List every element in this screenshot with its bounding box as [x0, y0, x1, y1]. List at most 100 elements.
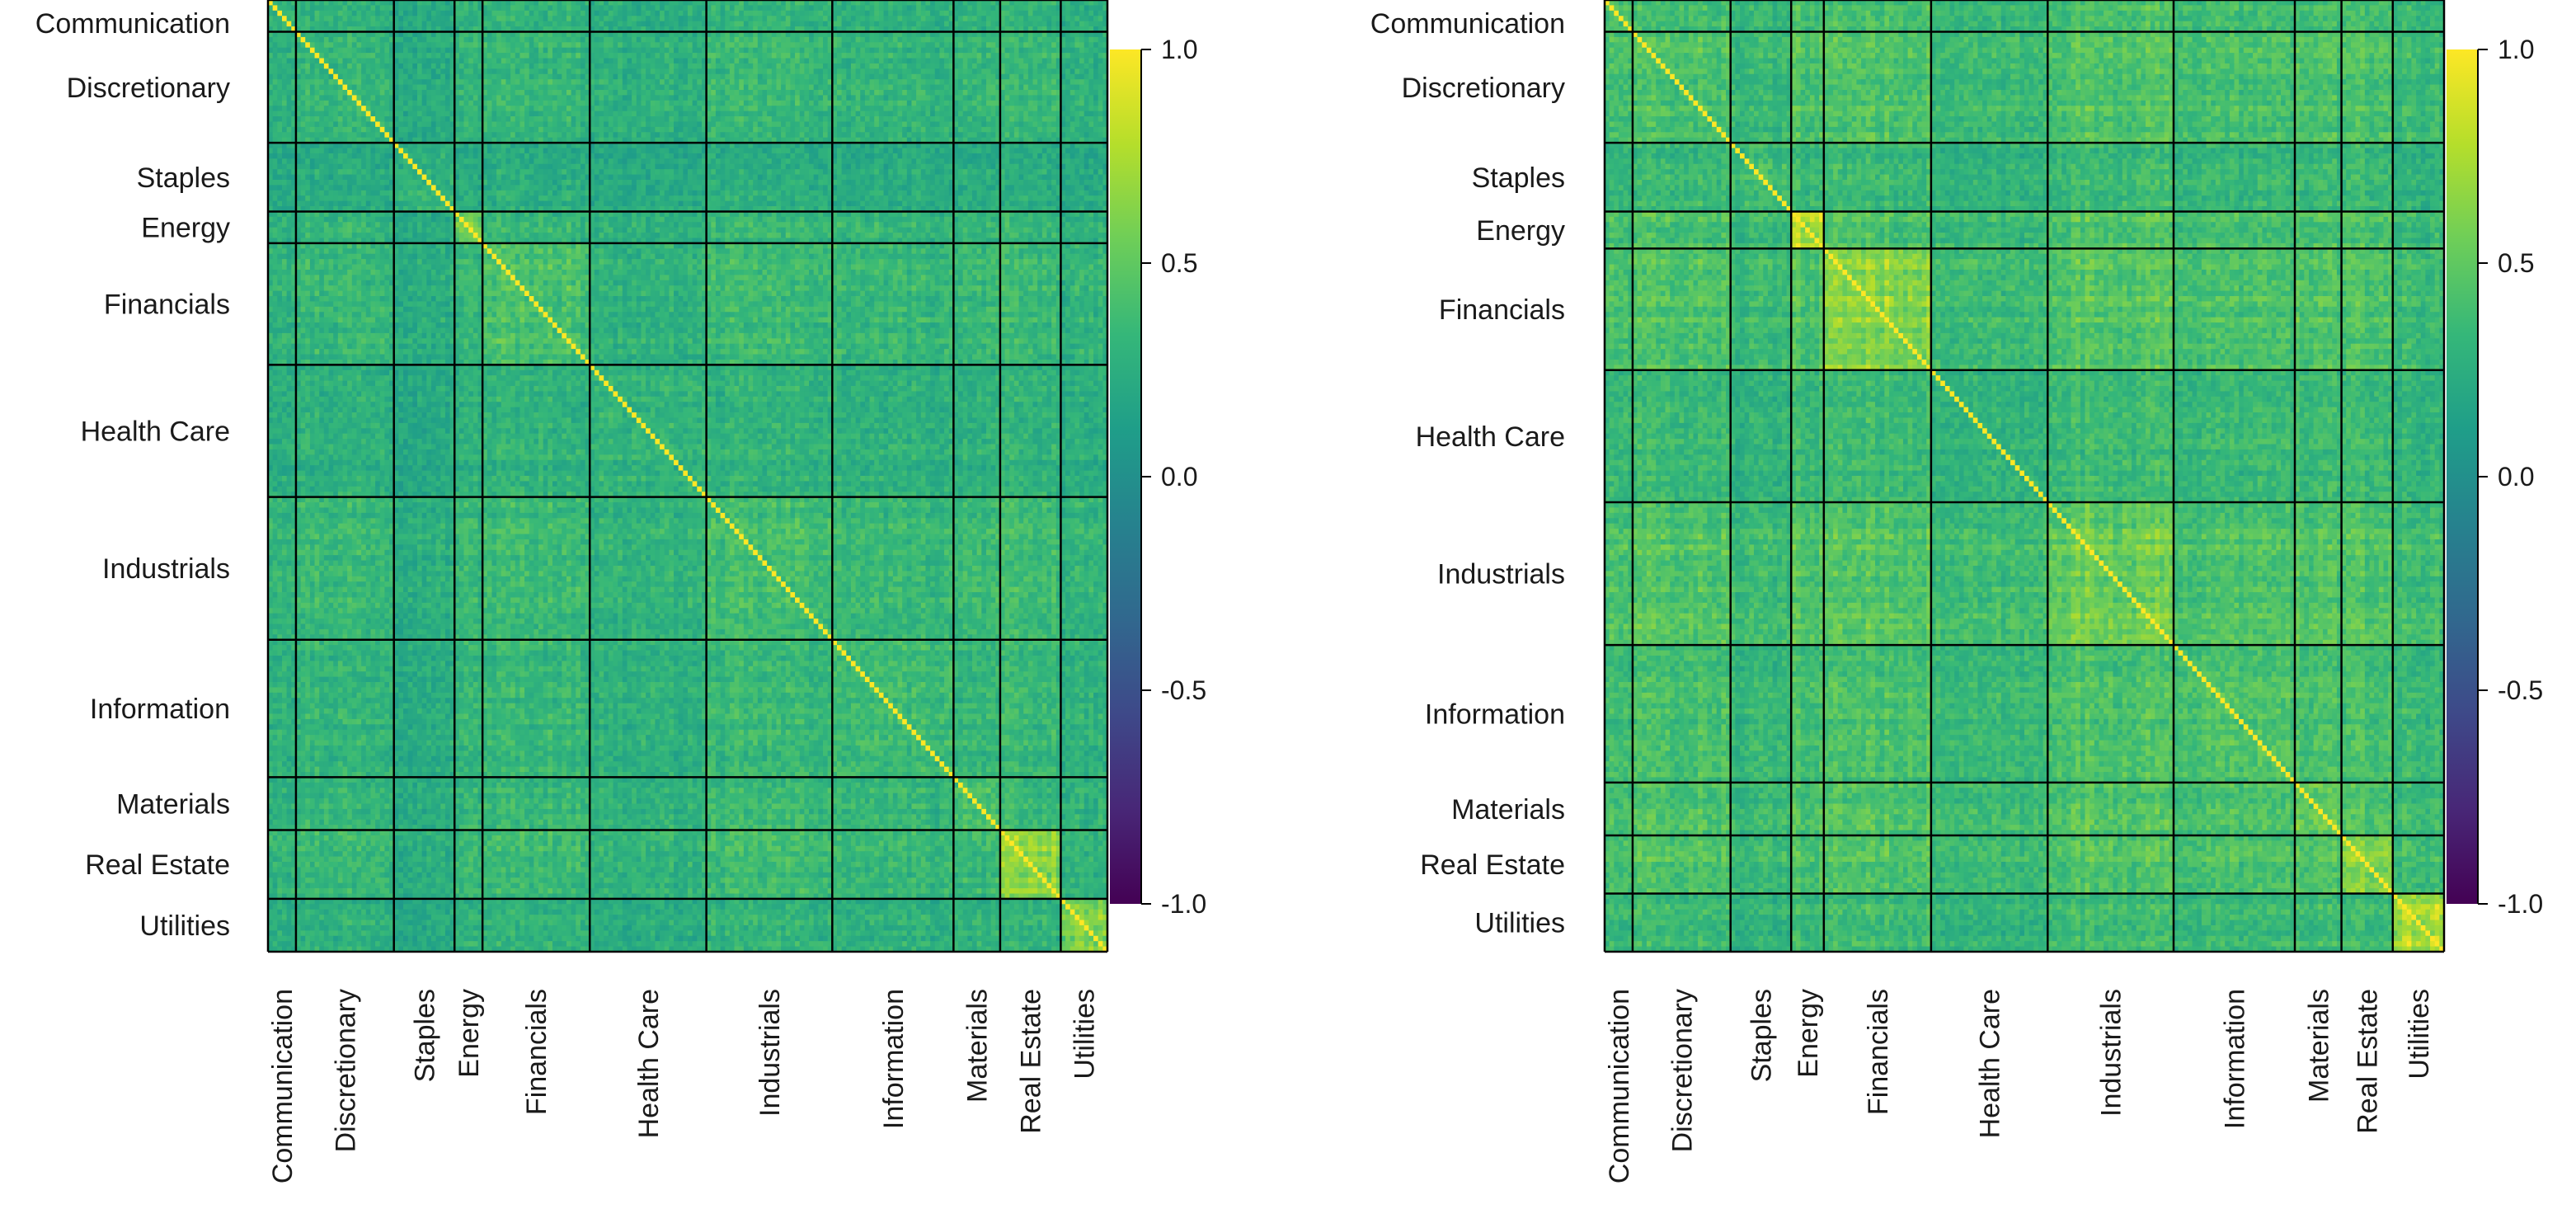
heatmap-cell	[613, 68, 618, 74]
heatmap-cell	[981, 68, 986, 74]
heatmap-cell	[1098, 11, 1103, 16]
heatmap-cell	[688, 68, 693, 74]
heatmap-cell	[1051, 11, 1056, 16]
heatmap-cell	[935, 42, 940, 48]
heatmap-cell	[464, 16, 469, 21]
heatmap-cell	[884, 37, 889, 43]
heatmap-cell	[426, 11, 431, 16]
heatmap-cell	[623, 11, 628, 16]
heatmap-cell	[1009, 5, 1014, 11]
heatmap-cell	[804, 5, 809, 11]
heatmap-cell	[958, 5, 963, 11]
heatmap-cell	[445, 48, 450, 54]
heatmap-cell	[501, 74, 506, 80]
heatmap-cell	[403, 59, 408, 64]
heatmap-cell	[552, 53, 557, 59]
heatmap-cell	[426, 74, 431, 80]
heatmap-cell	[571, 5, 576, 11]
heatmap-cell	[1009, 21, 1014, 27]
heatmap-cell	[417, 64, 422, 69]
heatmap-cell	[305, 21, 310, 27]
heatmap-cell	[781, 48, 786, 54]
heatmap-cell	[1088, 16, 1093, 21]
heatmap-cell	[398, 53, 403, 59]
heatmap-cell	[716, 37, 721, 43]
heatmap-cell	[856, 48, 861, 54]
heatmap-cell	[412, 74, 417, 80]
heatmap-cell	[1037, 68, 1042, 74]
heatmap-cell	[1079, 21, 1084, 27]
heatmap-cell	[505, 48, 510, 54]
heatmap-cell	[935, 11, 940, 16]
heatmap-cell	[422, 59, 427, 64]
heatmap-cell	[939, 53, 944, 59]
heatmap-cell	[1074, 59, 1079, 64]
heatmap-cell	[534, 68, 538, 74]
heatmap-cell	[870, 16, 875, 21]
heatmap-cell	[898, 11, 903, 16]
heatmap-cell	[795, 59, 800, 64]
heatmap-cell	[879, 64, 884, 69]
heatmap-cell	[907, 48, 912, 54]
heatmap-cell	[398, 37, 403, 43]
heatmap-cell	[534, 74, 538, 80]
heatmap-cell	[776, 74, 781, 80]
heatmap-cell	[711, 37, 716, 43]
heatmap-cell	[683, 37, 688, 43]
heatmap-cell	[893, 48, 898, 54]
heatmap-cell	[790, 64, 795, 69]
heatmap-cell	[1046, 37, 1051, 43]
heatmap-cell	[403, 16, 408, 21]
heatmap-cell	[505, 16, 510, 21]
heatmap-cell	[352, 21, 357, 27]
heatmap-cell	[1014, 68, 1019, 74]
heatmap-cell	[277, 5, 282, 11]
heatmap-cell	[370, 42, 375, 48]
heatmap-cell	[679, 11, 684, 16]
heatmap-cell	[744, 74, 749, 80]
heatmap-cell	[408, 16, 413, 21]
heatmap-cell	[641, 53, 646, 59]
heatmap-cell	[403, 21, 408, 27]
heatmap-cell	[524, 64, 529, 69]
heatmap-cell	[524, 21, 529, 27]
heatmap-cell	[758, 5, 763, 11]
heatmap-cell	[860, 11, 865, 16]
heatmap-cell	[403, 53, 408, 59]
heatmap-cell	[669, 74, 674, 80]
heatmap-cell	[1014, 37, 1019, 43]
heatmap-cell	[468, 74, 473, 80]
heatmap-cell	[380, 74, 385, 80]
heatmap-cell	[552, 16, 557, 21]
heatmap-cell	[562, 5, 566, 11]
heatmap-cell	[529, 48, 534, 54]
heatmap-cell	[818, 37, 823, 43]
heatmap-cell	[1014, 53, 1019, 59]
heatmap-cell	[790, 74, 795, 80]
heatmap-cell	[879, 59, 884, 64]
heatmap-cell	[688, 59, 693, 64]
heatmap-cell	[1098, 16, 1103, 21]
heatmap-cell	[865, 59, 870, 64]
heatmap-cell	[273, 68, 278, 74]
heatmap-cell	[403, 42, 408, 48]
heatmap-cell	[688, 48, 693, 54]
heatmap-cell	[538, 11, 543, 16]
heatmap-cell	[515, 68, 520, 74]
heatmap-cell	[865, 5, 870, 11]
heatmap-cell	[510, 11, 515, 16]
heatmap-cell	[935, 59, 940, 64]
heatmap-cell	[693, 64, 698, 69]
heatmap-cell	[305, 64, 310, 69]
heatmap-cell	[1042, 53, 1047, 59]
heatmap-cell	[519, 53, 524, 59]
heatmap-cell	[548, 74, 552, 80]
heatmap-cell	[972, 68, 977, 74]
heatmap-cell	[632, 74, 637, 80]
heatmap-cell	[762, 59, 767, 64]
heatmap-cell	[534, 53, 538, 59]
heatmap-cell	[1098, 21, 1103, 27]
heatmap-cell	[842, 5, 847, 11]
heatmap-cell	[911, 59, 916, 64]
heatmap-cell	[310, 48, 315, 54]
